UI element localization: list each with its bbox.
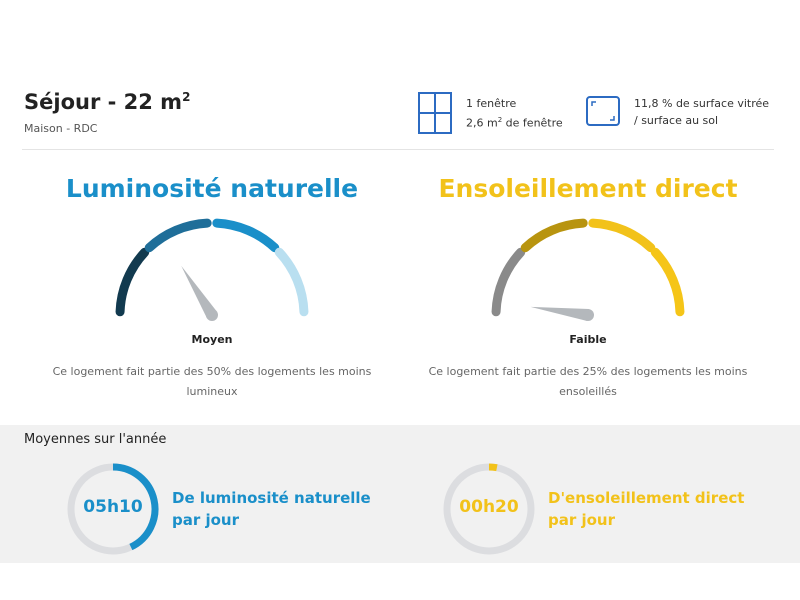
sunshine-level: Faible	[569, 333, 607, 346]
luminosity-label: De luminosité naturelle par jour	[172, 487, 371, 531]
gauge-needle	[530, 306, 589, 321]
luminosity-description: Ce logement fait partie des 50% des loge…	[52, 365, 372, 398]
gauge-segment	[650, 247, 685, 317]
averages-title: Moyennes sur l'année	[24, 432, 167, 447]
window-icon	[418, 92, 452, 134]
glazing-ratio-unit: / surface au sol	[634, 114, 719, 127]
luminosity-label-2: par jour	[172, 511, 240, 529]
sunshine-ring	[443, 463, 535, 555]
glazing-info: 11,8 % de surface vitrée / surface au so…	[634, 95, 769, 129]
area-value: 2,6 m	[466, 116, 498, 130]
sunshine-label-2: par jour	[548, 511, 616, 529]
divider	[22, 149, 774, 150]
gauge-segment	[144, 218, 212, 253]
room-sup: 2	[182, 90, 191, 104]
sunshine-title: Ensoleillement direct	[438, 174, 738, 203]
room-subtitle: Maison - RDC	[24, 122, 98, 135]
ring-progress	[488, 463, 498, 472]
glazing-ratio: 11,8 % de surface vitrée	[634, 97, 770, 110]
gauge-needle	[181, 265, 218, 319]
gauge-segment	[491, 247, 526, 317]
averages-section	[0, 425, 800, 563]
gauge-needle-hub	[206, 309, 218, 321]
windows-count: 1 fenêtre	[466, 97, 517, 110]
gauge-segment	[274, 247, 309, 317]
luminosity-gauge	[115, 218, 309, 321]
surface-icon	[586, 96, 620, 126]
luminosity-hours: 05h10	[83, 497, 143, 517]
area-suffix: de fenêtre	[502, 116, 563, 130]
sunshine-label: D'ensoleillement direct par jour	[548, 487, 744, 531]
luminosity-label-1: De luminosité naturelle	[172, 489, 371, 507]
gauge-segment	[212, 218, 280, 253]
gauge-segment	[588, 218, 656, 253]
windows-area: 2,6 m2 de fenêtre	[466, 112, 563, 132]
ring-progress	[112, 463, 159, 551]
luminosity-title: Luminosité naturelle	[65, 174, 359, 203]
sunshine-label-1: D'ensoleillement direct	[548, 489, 745, 507]
windows-info: 1 fenêtre 2,6 m2 de fenêtre	[466, 95, 563, 132]
gauge-segment	[115, 247, 150, 317]
luminosity-level: Moyen	[191, 333, 233, 346]
gauge-segment	[520, 218, 588, 253]
sunshine-description: Ce logement fait partie des 25% des loge…	[428, 365, 748, 398]
room-name: Séjour - 22 m	[24, 90, 183, 114]
gauge-needle-hub	[582, 309, 594, 321]
room-title: Séjour - 22 m2	[24, 90, 190, 114]
area-sup: 2	[497, 116, 503, 124]
sunshine-hours: 00h20	[459, 497, 519, 517]
luminosity-ring	[67, 463, 159, 555]
sunshine-gauge	[491, 218, 685, 321]
